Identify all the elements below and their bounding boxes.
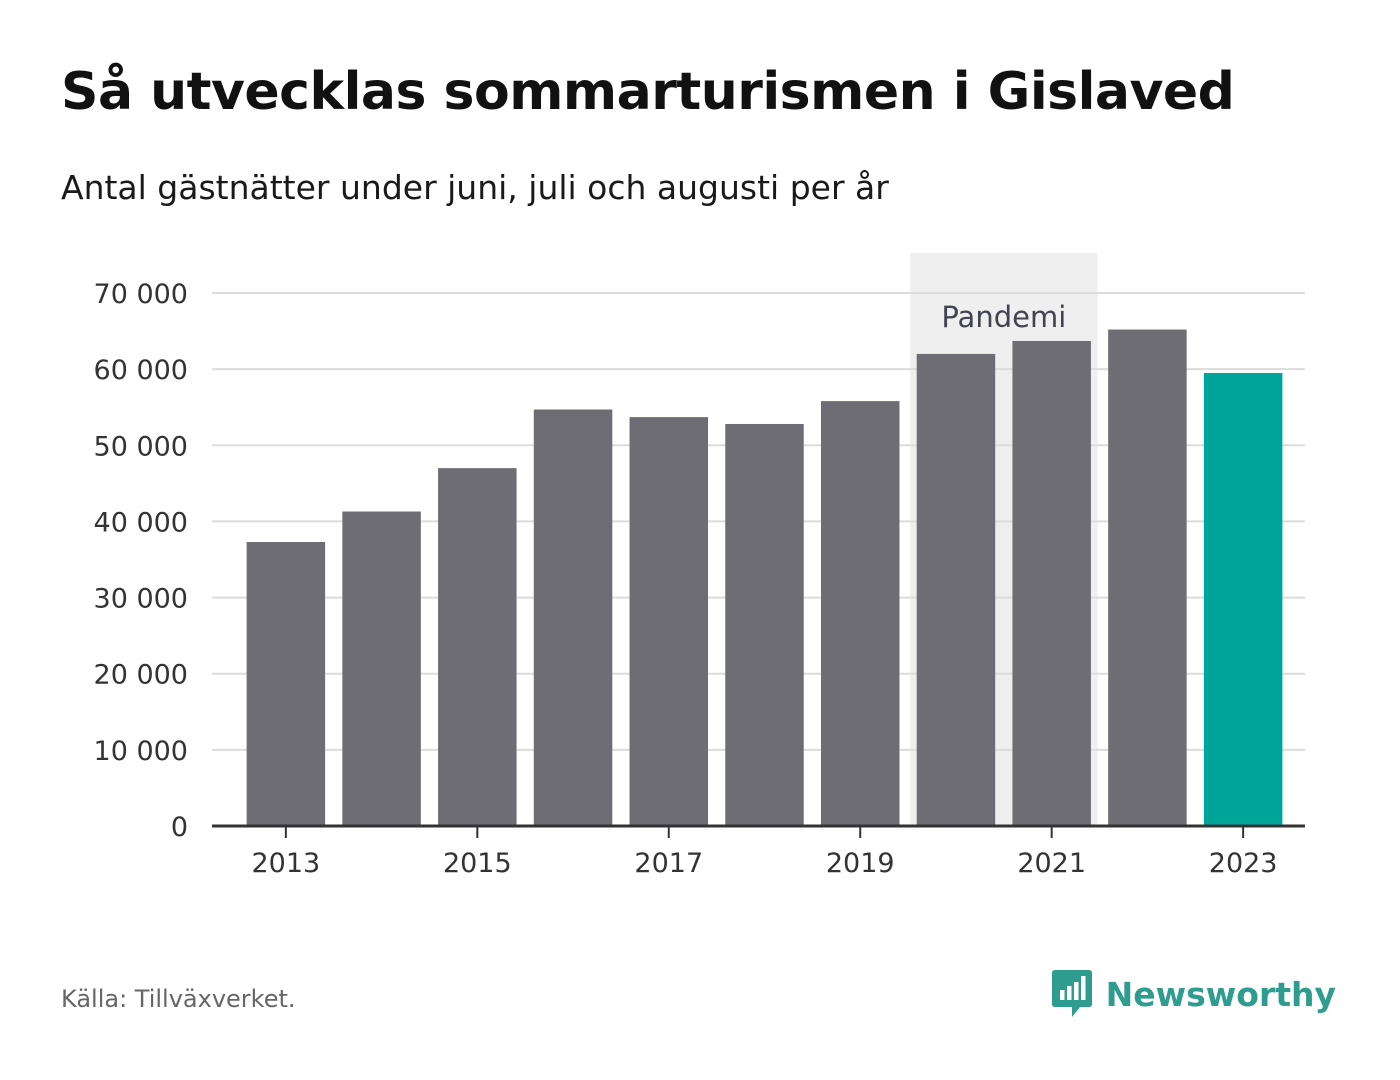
axes: 0 10 000 20 000 30 000 40 000 50 000 60 000 70 … — [94, 279, 1305, 879]
y-tick-label: 70 000 — [94, 279, 188, 310]
chart-subtitle: Antal gästnätter under juni, juli och au… — [61, 168, 889, 207]
bar-2015 — [438, 468, 517, 826]
x-tick-label: 2021 — [1017, 848, 1086, 879]
bar-2023 — [1203, 372, 1283, 826]
y-tick-label: 40 000 — [94, 507, 188, 538]
newsworthy-icon — [1051, 970, 1092, 1017]
newsworthy-logo: Newsworthy — [1051, 970, 1336, 1018]
bar-2017 — [629, 417, 709, 826]
x-tick-label: 2015 — [443, 848, 512, 879]
y-tick-label: 10 000 — [94, 736, 188, 767]
x-tick-label: 2019 — [826, 848, 895, 879]
x-tick-label: 2017 — [634, 848, 703, 879]
bar-2016 — [533, 409, 613, 826]
bars — [246, 329, 1283, 826]
y-tick-label: 60 000 — [94, 355, 188, 386]
bar-2014 — [342, 511, 421, 826]
bar-2020 — [916, 353, 996, 826]
y-tick-label: 20 000 — [94, 660, 188, 691]
x-tick-label: 2013 — [252, 848, 321, 879]
chart-title: Så utvecklas sommarturismen i Gislaved — [61, 62, 1235, 122]
source-note: Källa: Tillväxverket. — [61, 985, 296, 1013]
brand-name: Newsworthy — [1105, 974, 1336, 1014]
bar-2013 — [246, 541, 326, 826]
x-tick-label: 2023 — [1209, 848, 1278, 879]
bar-2021 — [1012, 340, 1091, 826]
bar-2018 — [725, 423, 804, 826]
y-tick-label: 30 000 — [94, 584, 188, 615]
bar-chart: Pandemi 0 10 000 20 000 30 000 40 000 50 000 6… — [94, 253, 1305, 879]
bar-2019 — [820, 401, 900, 826]
pandemic-label: Pandemi — [941, 300, 1066, 334]
y-tick-label: 0 — [171, 812, 188, 843]
bar-2022 — [1108, 329, 1187, 826]
y-tick-label: 50 000 — [94, 431, 188, 462]
